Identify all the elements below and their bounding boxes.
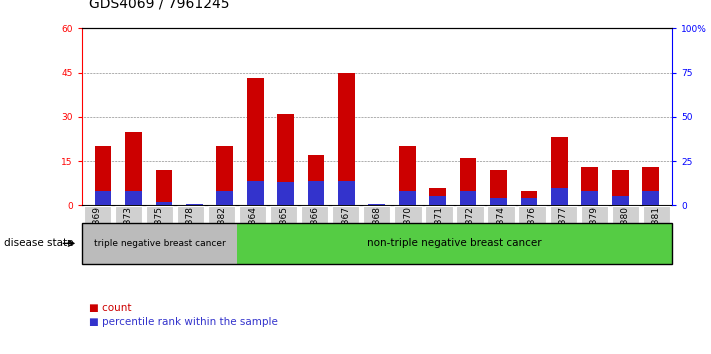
Text: non-triple negative breast cancer: non-triple negative breast cancer <box>367 238 542 249</box>
Bar <box>490 170 507 205</box>
Text: GSM678378: GSM678378 <box>186 206 195 261</box>
FancyBboxPatch shape <box>550 206 577 223</box>
Bar <box>125 191 141 205</box>
Bar <box>308 155 324 205</box>
Text: triple negative breast cancer: triple negative breast cancer <box>94 239 225 248</box>
Text: GSM678372: GSM678372 <box>466 206 474 261</box>
FancyBboxPatch shape <box>239 206 266 223</box>
Bar <box>216 191 233 205</box>
Bar <box>551 188 567 205</box>
Text: GSM678379: GSM678379 <box>589 206 599 261</box>
Bar <box>277 114 294 205</box>
Bar <box>520 190 538 205</box>
Bar <box>642 167 659 205</box>
FancyBboxPatch shape <box>146 206 173 223</box>
Text: GSM678381: GSM678381 <box>652 206 661 261</box>
Bar <box>95 146 112 205</box>
Bar <box>338 181 355 205</box>
Text: GDS4069 / 7961245: GDS4069 / 7961245 <box>89 0 230 11</box>
FancyBboxPatch shape <box>84 206 111 223</box>
Bar <box>216 146 233 205</box>
FancyBboxPatch shape <box>177 206 204 223</box>
Bar <box>308 181 324 205</box>
Text: GSM678370: GSM678370 <box>403 206 412 261</box>
Bar <box>612 196 629 205</box>
Bar <box>247 79 264 205</box>
FancyBboxPatch shape <box>114 206 142 223</box>
Bar <box>429 196 446 205</box>
FancyBboxPatch shape <box>425 206 453 223</box>
FancyBboxPatch shape <box>488 206 515 223</box>
Text: GSM678382: GSM678382 <box>217 206 226 261</box>
Text: ■ percentile rank within the sample: ■ percentile rank within the sample <box>89 317 278 327</box>
FancyBboxPatch shape <box>394 206 422 223</box>
Bar <box>156 170 172 205</box>
Bar <box>277 182 294 205</box>
FancyBboxPatch shape <box>518 206 546 223</box>
Text: GSM678364: GSM678364 <box>248 206 257 261</box>
FancyBboxPatch shape <box>611 206 639 223</box>
Bar <box>460 158 476 205</box>
FancyBboxPatch shape <box>208 206 235 223</box>
Bar <box>582 191 598 205</box>
Text: GSM678369: GSM678369 <box>93 206 102 261</box>
Text: GSM678365: GSM678365 <box>279 206 288 261</box>
FancyBboxPatch shape <box>301 206 328 223</box>
Bar <box>247 181 264 205</box>
Bar <box>399 146 416 205</box>
Bar <box>368 204 385 205</box>
Bar <box>582 167 598 205</box>
FancyBboxPatch shape <box>363 206 390 223</box>
Text: GSM678366: GSM678366 <box>310 206 319 261</box>
Bar <box>156 202 172 205</box>
FancyBboxPatch shape <box>332 206 360 223</box>
Text: GSM678368: GSM678368 <box>373 206 381 261</box>
Text: GSM678376: GSM678376 <box>528 206 537 261</box>
Bar <box>520 198 538 205</box>
Text: GSM678375: GSM678375 <box>155 206 164 261</box>
Bar <box>460 191 476 205</box>
Text: GSM678377: GSM678377 <box>559 206 567 261</box>
Bar <box>429 188 446 205</box>
Bar <box>186 204 203 205</box>
Text: GSM678380: GSM678380 <box>621 206 630 261</box>
Text: GSM678373: GSM678373 <box>124 206 133 261</box>
Bar <box>551 137 567 205</box>
Text: ■ count: ■ count <box>89 303 132 313</box>
Bar <box>642 191 659 205</box>
Text: GSM678374: GSM678374 <box>496 206 506 261</box>
FancyBboxPatch shape <box>456 206 483 223</box>
Bar <box>338 73 355 205</box>
Text: disease state: disease state <box>4 238 73 249</box>
Bar <box>612 170 629 205</box>
Bar <box>95 191 112 205</box>
FancyBboxPatch shape <box>270 206 297 223</box>
Text: GSM678367: GSM678367 <box>341 206 351 261</box>
FancyBboxPatch shape <box>643 206 670 223</box>
Bar <box>399 191 416 205</box>
FancyBboxPatch shape <box>581 206 608 223</box>
Text: GSM678371: GSM678371 <box>434 206 444 261</box>
Bar <box>125 132 141 205</box>
Bar <box>490 198 507 205</box>
